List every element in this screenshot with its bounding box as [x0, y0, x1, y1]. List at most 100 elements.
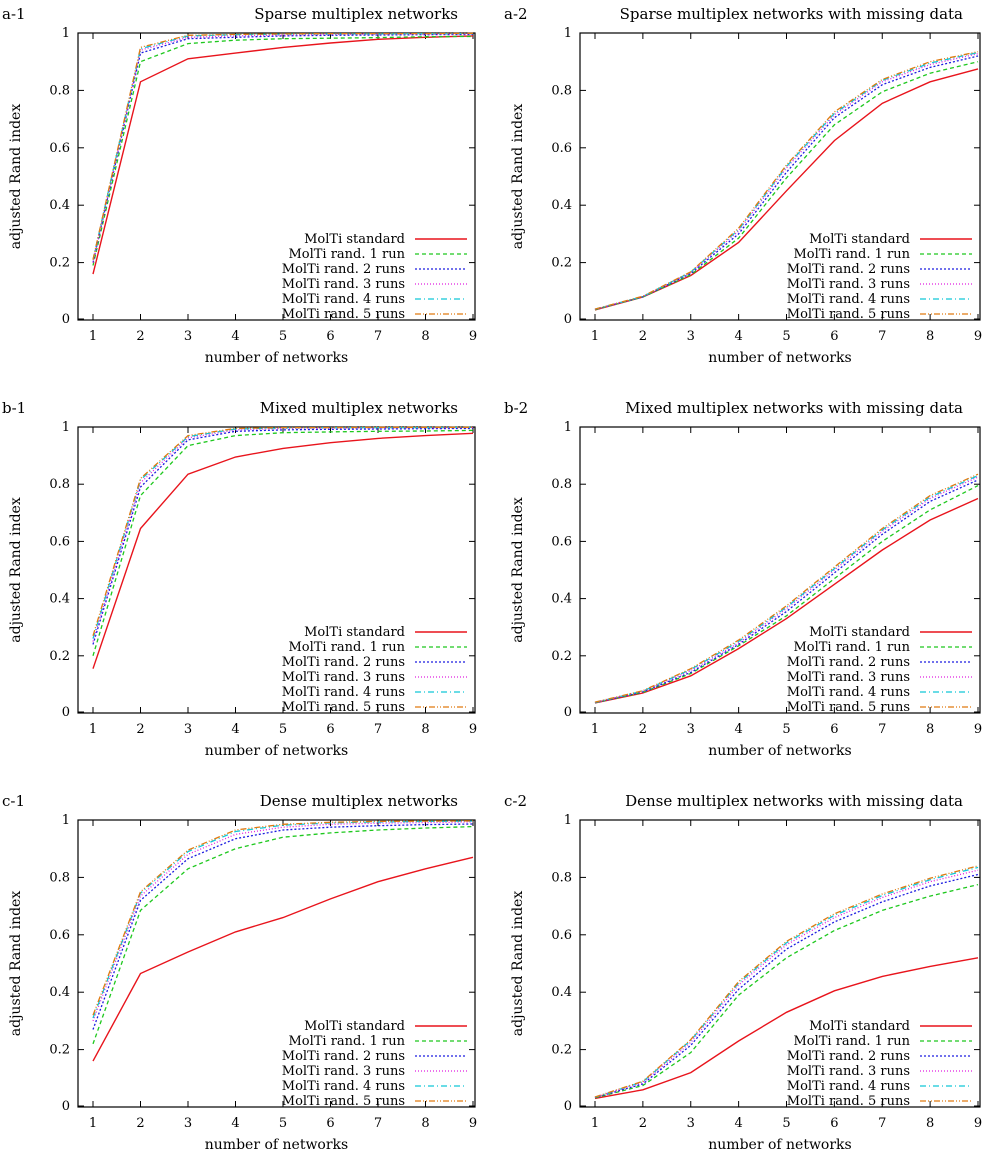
x-tick-label: 4 [734, 722, 742, 737]
series-line-3 [594, 869, 979, 1098]
series-line-5 [92, 820, 474, 1016]
legend-label: MolTi rand. 3 runs [282, 277, 405, 292]
x-axis-label: number of networks [205, 743, 348, 759]
series-line-5 [594, 865, 979, 1098]
chart-title: Sparse multiplex networks [254, 5, 458, 23]
chart-panel-c-2: 0 0.2 0.4 0.6 0.8 1 1 2 3 4 5 6 7 8 9 number of network… [504, 792, 982, 1153]
series-line-4 [594, 866, 979, 1098]
x-tick-label: 1 [591, 722, 599, 737]
legend-label: MolTi rand. 2 runs [282, 262, 405, 277]
series-line-2 [92, 33, 474, 263]
panel-label: a-1 [2, 5, 26, 23]
x-tick-label: 4 [734, 329, 742, 344]
panel-label: b-1 [2, 399, 26, 417]
series-line-3 [92, 426, 474, 642]
chart-panel-a-1: 0 0.2 0.4 0.6 0.8 1 1 2 3 4 5 6 7 8 9 number of network… [2, 5, 477, 366]
x-tick-label: 9 [974, 1116, 982, 1131]
x-tick-label: 3 [687, 329, 695, 344]
legend-label: MolTi rand. 1 run [288, 247, 405, 262]
plot-frame [77, 426, 476, 714]
series-line-4 [594, 475, 979, 704]
plot-frame [579, 32, 981, 321]
series-line-3 [92, 821, 474, 1022]
x-tick-label: 6 [830, 329, 838, 344]
y-tick-label: 0.4 [49, 592, 70, 607]
series-line-3 [92, 33, 474, 263]
chart-panel-c-1: 0 0.2 0.4 0.6 0.8 1 1 2 3 4 5 6 7 8 9 number of network… [2, 792, 477, 1153]
y-tick-label: 0.6 [551, 141, 572, 156]
legend-label: MolTi rand. 2 runs [282, 655, 405, 670]
y-axis-label: adjusted Rand index [8, 891, 24, 1037]
x-tick-label: 2 [136, 1116, 144, 1131]
chart-panel-b-2: 0 0.2 0.4 0.6 0.8 1 1 2 3 4 5 6 7 8 9 number of network… [504, 399, 982, 759]
legend-label: MolTi rand. 1 run [793, 640, 910, 655]
series-line-1 [594, 61, 979, 311]
x-tick-label: 7 [374, 1116, 382, 1131]
x-tick-label: 3 [687, 1116, 695, 1131]
legend-label: MolTi rand. 4 runs [282, 1079, 405, 1094]
x-tick-label: 6 [326, 1116, 334, 1131]
x-tick-label: 8 [926, 722, 934, 737]
y-tick-label: 0.8 [551, 83, 572, 98]
y-tick-label: 0.4 [551, 592, 572, 607]
legend-label: MolTi rand. 5 runs [787, 307, 910, 322]
chart-title: Dense multiplex networks with missing da… [625, 792, 963, 810]
legend-label: MolTi rand. 5 runs [282, 307, 405, 322]
series-line-2 [92, 823, 474, 1030]
x-axis-label: number of networks [708, 1137, 851, 1153]
legend-label: MolTi rand. 4 runs [787, 292, 910, 307]
x-tick-label: 9 [974, 329, 982, 344]
y-axis-label: adjusted Rand index [510, 497, 526, 643]
plot-frame [77, 32, 476, 321]
x-tick-label: 1 [89, 329, 97, 344]
y-tick-label: 0 [564, 1099, 572, 1114]
x-tick-label: 2 [639, 1116, 647, 1131]
y-tick-label: 0.4 [49, 985, 70, 1000]
legend-label: MolTi rand. 4 runs [787, 685, 910, 700]
legend-label: MolTi rand. 3 runs [787, 670, 910, 685]
legend-label: MolTi rand. 3 runs [787, 1064, 910, 1079]
chart-panel-b-1: 0 0.2 0.4 0.6 0.8 1 1 2 3 4 5 6 7 8 9 number of network… [2, 399, 477, 759]
y-tick-label: 0.8 [49, 870, 70, 885]
legend-label: MolTi rand. 2 runs [787, 262, 910, 277]
x-tick-label: 7 [878, 722, 886, 737]
y-tick-label: 1 [62, 813, 70, 828]
series-line-4 [92, 32, 473, 260]
x-tick-label: 6 [830, 1116, 838, 1131]
legend-label: MolTi rand. 5 runs [787, 700, 910, 715]
chart-panel-a-2: 0 0.2 0.4 0.6 0.8 1 1 2 3 4 5 6 7 8 9 number of network… [504, 5, 982, 366]
y-tick-label: 0.2 [551, 256, 572, 271]
series-line-0 [594, 957, 979, 1100]
series-line-2 [594, 873, 979, 1099]
panel-label: b-2 [504, 399, 528, 417]
legend-label: MolTi rand. 1 run [288, 640, 405, 655]
legend-label: MolTi rand. 3 runs [282, 670, 405, 685]
x-axis-label: number of networks [205, 1137, 348, 1153]
series-line-0 [92, 35, 474, 275]
x-tick-label: 9 [974, 722, 982, 737]
x-tick-label: 7 [878, 1116, 886, 1131]
x-tick-label: 3 [184, 329, 192, 344]
x-axis-label: number of networks [708, 350, 851, 366]
y-axis-label: adjusted Rand index [510, 104, 526, 250]
series-line-1 [92, 825, 474, 1045]
plot-frame [77, 819, 476, 1108]
x-tick-label: 4 [734, 1116, 742, 1131]
y-tick-label: 0.8 [49, 477, 70, 492]
legend-label: MolTi rand. 2 runs [787, 655, 910, 670]
x-tick-label: 7 [374, 722, 382, 737]
series-line-1 [92, 35, 474, 266]
x-tick-label: 7 [374, 329, 382, 344]
y-tick-label: 0.2 [551, 649, 572, 664]
y-tick-label: 0.6 [49, 928, 70, 943]
plot-frame [579, 819, 981, 1108]
x-tick-label: 4 [231, 1116, 239, 1131]
x-tick-label: 9 [469, 1116, 477, 1131]
y-tick-label: 0.6 [49, 141, 70, 156]
x-tick-label: 8 [421, 1116, 429, 1131]
x-tick-label: 8 [926, 329, 934, 344]
legend-label: MolTi rand. 2 runs [282, 1049, 405, 1064]
